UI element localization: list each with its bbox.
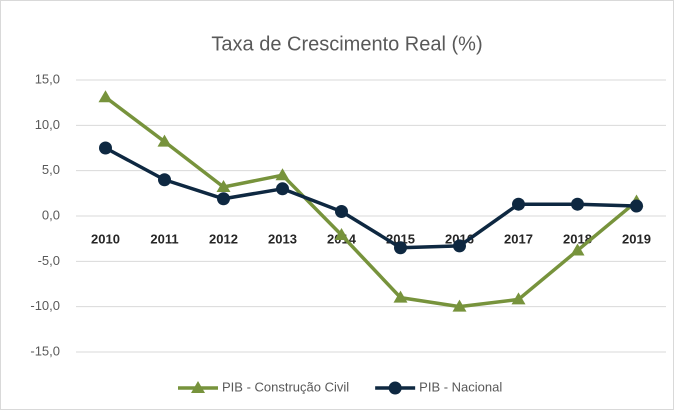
x-tick-label: 2011	[150, 231, 178, 246]
legend-label: PIB - Nacional	[419, 379, 502, 394]
legend-marker	[191, 381, 205, 393]
data-point	[394, 241, 407, 255]
data-point	[453, 239, 466, 253]
series-line	[104, 95, 638, 309]
x-tick-label: 2017	[504, 231, 533, 246]
y-tick-label: -15,0	[30, 343, 60, 358]
data-point	[393, 290, 408, 303]
chart-title: Taxa de Crescimento Real (%)	[211, 33, 482, 55]
series-line	[104, 146, 637, 250]
data-point	[335, 204, 348, 218]
legend-marker	[388, 381, 402, 395]
data-point	[452, 299, 467, 312]
data-point	[570, 243, 585, 256]
x-tick-label: 2019	[622, 231, 651, 246]
data-point	[630, 199, 643, 213]
data-point	[217, 192, 230, 206]
data-point	[216, 179, 231, 192]
data-point	[571, 197, 584, 211]
x-tick-label: 2010	[91, 231, 120, 246]
data-point	[511, 292, 526, 305]
data-point	[157, 134, 172, 147]
y-tick-label: 15,0	[35, 71, 60, 86]
y-tick-label: 0,0	[42, 207, 60, 222]
data-point	[98, 90, 113, 103]
y-tick-label: 5,0	[42, 162, 60, 177]
y-tick-label: -5,0	[38, 253, 60, 268]
data-point	[275, 168, 290, 181]
data-point	[158, 173, 171, 187]
x-tick-label: 2012	[209, 231, 238, 246]
data-point	[334, 228, 349, 241]
data-point	[99, 141, 112, 155]
x-tick-label: 2013	[268, 231, 297, 246]
y-tick-label: 10,0	[35, 117, 60, 132]
data-point	[276, 182, 289, 196]
legend-label: PIB - Construção Civil	[222, 379, 349, 394]
y-tick-label: -10,0	[30, 298, 60, 313]
data-point	[512, 197, 525, 211]
